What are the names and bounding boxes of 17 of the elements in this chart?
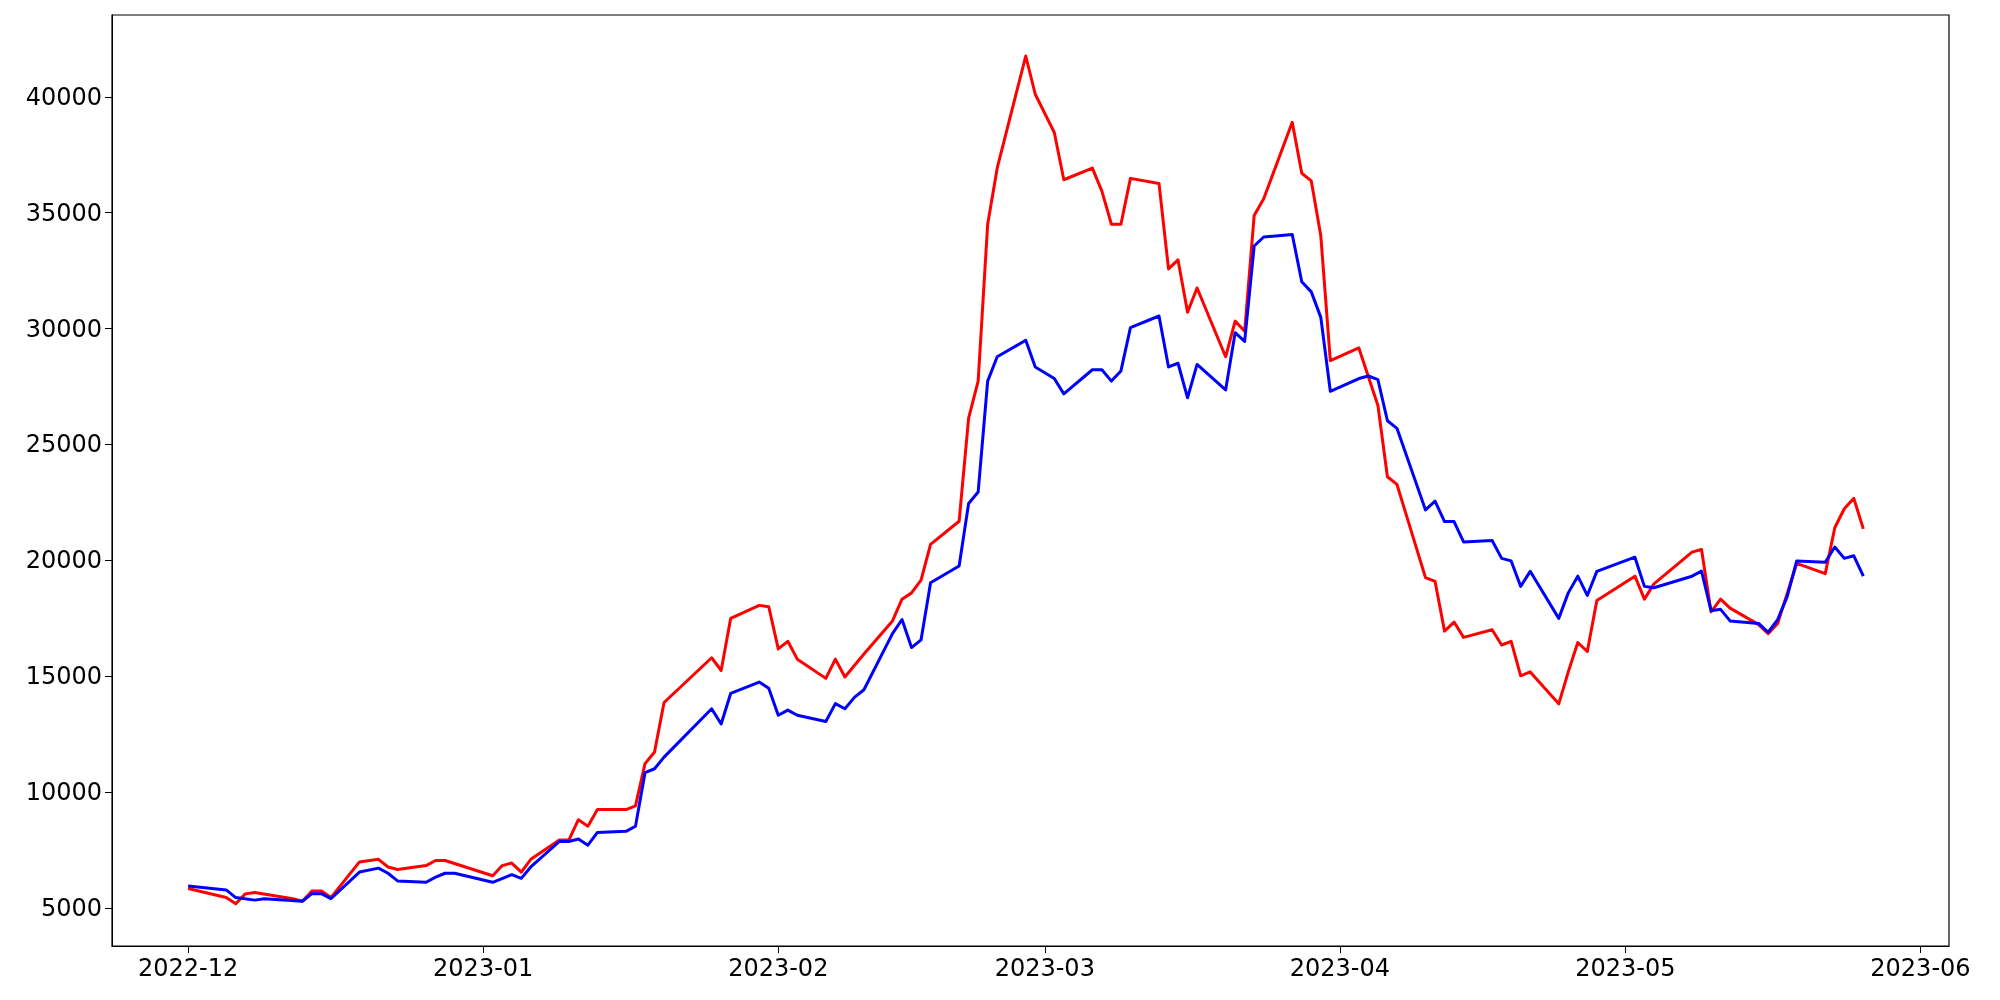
y-tick-label: 40000 (25, 82, 102, 111)
y-tick-label: 30000 (25, 314, 102, 343)
x-tick-label: 2023-01 (433, 954, 534, 982)
x-tick-label: 2022-12 (138, 954, 239, 982)
x-tick-label: 2023-06 (1870, 954, 1971, 982)
y-tick-label: 15000 (25, 662, 102, 691)
x-tick-label: 2023-05 (1575, 954, 1676, 982)
x-tick-label: 2023-04 (1289, 954, 1390, 982)
x-tick-label: 2023-02 (728, 954, 829, 982)
y-tick-label: 5000 (40, 893, 102, 922)
x-tick-label: 2023-03 (994, 954, 1095, 982)
y-tick-label: 35000 (25, 198, 102, 227)
y-tick-label: 25000 (25, 430, 102, 459)
y-tick-label: 10000 (25, 777, 102, 806)
line-series (186, 54, 1865, 906)
y-tick-label: 20000 (25, 546, 102, 575)
line-series (186, 232, 1865, 903)
